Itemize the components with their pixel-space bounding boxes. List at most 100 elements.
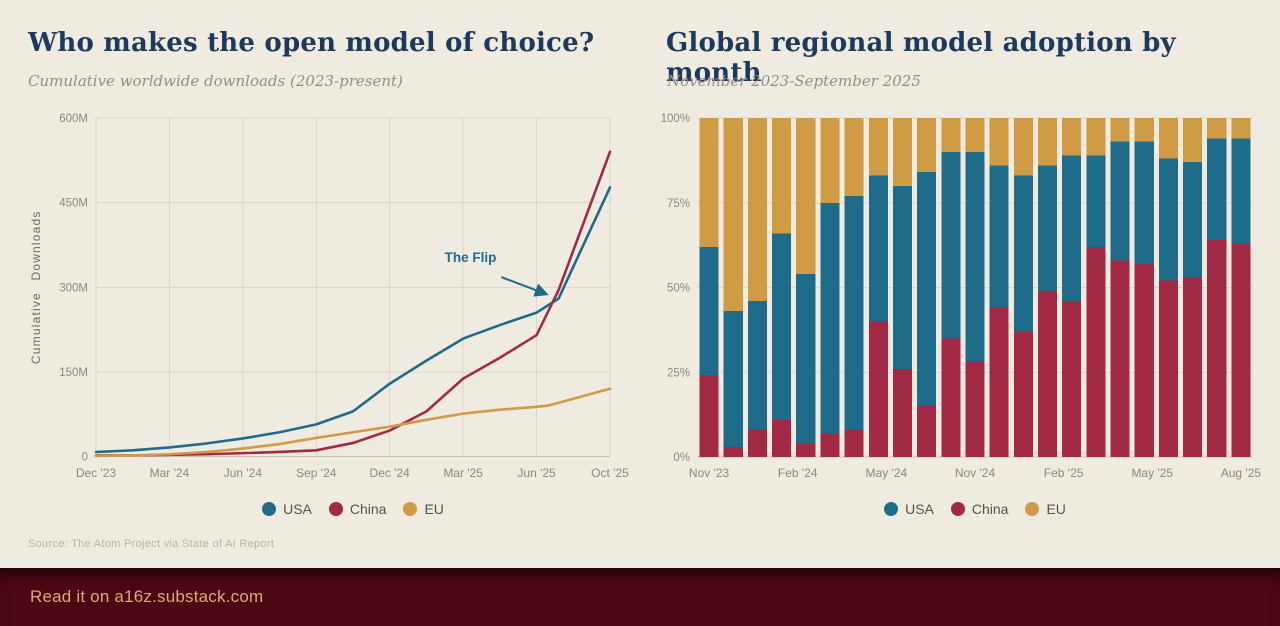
x-axis-tick-label: Oct '25 xyxy=(591,466,629,480)
x-axis-tick-label: Mar '24 xyxy=(150,466,190,480)
bar-segment-eu-1 xyxy=(723,118,743,312)
legend-dot-eu xyxy=(403,502,418,516)
substack-link[interactable]: Read it on a16z.substack.com xyxy=(30,587,264,606)
bar-segment-china-14 xyxy=(1037,290,1058,457)
bar-segment-china-11 xyxy=(965,362,985,457)
x-axis-tick-label: May '25 xyxy=(1131,466,1173,480)
right-chart-title: Global regional model adoption by month xyxy=(666,28,1176,88)
x-axis-tick-label: Nov '23 xyxy=(689,466,730,480)
bar-segment-eu-9 xyxy=(917,118,937,173)
flip-annotation-label: The Flip xyxy=(445,250,497,265)
bar-segment-eu-14 xyxy=(1037,118,1058,166)
flip-annotation-arrow xyxy=(500,276,549,297)
bar-segment-china-13 xyxy=(1013,331,1033,457)
bar-segment-china-9 xyxy=(917,406,937,457)
bar-segment-eu-0 xyxy=(699,118,719,247)
x-axis-tick-label: May '24 xyxy=(866,466,908,480)
y-axis-tick-label: 50% xyxy=(667,283,690,295)
bar-segment-usa-8 xyxy=(892,185,913,369)
y-axis-title: Cumulative Downloads xyxy=(29,210,43,364)
y-axis-tick-label: 600M xyxy=(59,113,88,125)
bar-segment-usa-10 xyxy=(941,151,961,339)
x-axis-tick-label: Aug '25 xyxy=(1221,466,1262,480)
bar-segment-china-4 xyxy=(796,443,816,457)
bar-segment-china-18 xyxy=(1134,263,1154,457)
bar-segment-usa-1 xyxy=(723,311,743,447)
bar-segment-usa-13 xyxy=(1013,175,1033,332)
legend-label: USA xyxy=(283,501,312,517)
bar-segment-eu-18 xyxy=(1134,118,1154,142)
left-chart-title: Who makes the open model of choice? xyxy=(28,28,595,58)
bar-segment-china-10 xyxy=(941,338,961,457)
y-axis-tick-label: 100% xyxy=(661,113,690,125)
bar-segment-usa-14 xyxy=(1037,165,1058,291)
bar-segment-china-19 xyxy=(1158,280,1178,457)
x-axis-tick-label: Sep '24 xyxy=(296,466,337,480)
bar-segment-eu-17 xyxy=(1110,118,1130,142)
y-axis-tick-label: 450M xyxy=(59,198,88,210)
bar-segment-china-15 xyxy=(1062,301,1082,457)
bar-segment-eu-21 xyxy=(1207,118,1227,139)
x-axis-tick-label: Dec '24 xyxy=(370,466,411,480)
y-axis-tick-label: 0% xyxy=(673,452,690,464)
bar-segment-china-2 xyxy=(747,429,767,457)
bar-segment-usa-19 xyxy=(1158,158,1178,281)
bar-segment-usa-4 xyxy=(796,273,816,444)
bar-segment-usa-20 xyxy=(1183,162,1203,278)
bar-segment-eu-12 xyxy=(989,118,1009,166)
line-series-usa xyxy=(94,186,612,454)
legend-label: USA xyxy=(905,501,934,517)
x-axis-tick-label: Dec '23 xyxy=(76,466,117,480)
bar-segment-china-20 xyxy=(1183,277,1203,457)
left-chart-subtitle: Cumulative worldwide downloads (2023-pre… xyxy=(28,72,403,90)
right-chart-subtitle: November 2023-September 2025 xyxy=(667,72,921,90)
bar-segment-usa-21 xyxy=(1207,138,1227,241)
bar-segment-eu-7 xyxy=(868,118,888,176)
x-axis-tick-label: Jun '24 xyxy=(224,466,263,480)
cumulative-downloads-line-chart: 0 150M 300M 450M 600M Dec '23 Mar '24 Jun '24 Se… xyxy=(29,113,629,480)
bar-segment-eu-16 xyxy=(1086,118,1106,156)
bar-segment-china-12 xyxy=(989,307,1009,457)
bar-segment-usa-17 xyxy=(1110,141,1130,261)
y-axis-tick-label: 25% xyxy=(667,367,690,379)
bar-segment-usa-0 xyxy=(699,246,719,376)
bar-segment-usa-7 xyxy=(868,175,888,322)
legend-dot-china xyxy=(950,502,965,516)
bar-segment-usa-11 xyxy=(965,151,985,363)
bar-segment-eu-11 xyxy=(965,118,985,152)
bar-segment-eu-19 xyxy=(1158,118,1178,159)
bar-segment-usa-18 xyxy=(1134,141,1154,264)
bar-segment-china-22 xyxy=(1231,243,1251,457)
bar-segment-china-1 xyxy=(723,446,743,457)
legend-item-usa: USA xyxy=(262,501,312,517)
legend-label: EU xyxy=(1046,501,1066,517)
line-series-eu xyxy=(94,387,612,458)
bar-segment-eu-13 xyxy=(1013,118,1033,176)
x-axis-tick-label: Mar '25 xyxy=(443,466,483,480)
right-chart-legend: USA China EU xyxy=(697,501,1253,517)
bar-segment-china-21 xyxy=(1207,240,1227,457)
legend-item-china: China xyxy=(328,501,386,517)
bar-segment-china-6 xyxy=(844,429,864,457)
bar-segment-eu-2 xyxy=(747,118,767,302)
bar-segment-usa-12 xyxy=(989,165,1009,308)
x-axis-tick-label: Feb '24 xyxy=(778,466,818,480)
legend-dot-china xyxy=(328,502,343,516)
bar-segment-china-8 xyxy=(892,368,913,457)
bar-segment-china-0 xyxy=(699,375,719,457)
bar-segment-usa-6 xyxy=(844,195,864,430)
y-axis-tick-label: 75% xyxy=(667,198,690,210)
legend-item-usa: USA xyxy=(884,501,934,517)
y-axis-tick-label: 0 xyxy=(82,452,88,464)
bar-segment-china-5 xyxy=(820,433,840,457)
bar-segment-eu-22 xyxy=(1231,118,1251,139)
bar-segment-china-17 xyxy=(1110,260,1130,457)
legend-dot-usa xyxy=(884,502,899,516)
source-note: Source: The Atom Project via State of AI… xyxy=(28,538,275,550)
bar-segment-eu-6 xyxy=(844,118,864,196)
left-chart-legend: USA China EU xyxy=(96,501,610,517)
bar-segment-usa-16 xyxy=(1086,155,1106,247)
x-axis-tick-label: Nov '24 xyxy=(955,466,996,480)
legend-item-eu: EU xyxy=(403,501,444,517)
x-axis-tick-label: Jun '25 xyxy=(517,466,556,480)
